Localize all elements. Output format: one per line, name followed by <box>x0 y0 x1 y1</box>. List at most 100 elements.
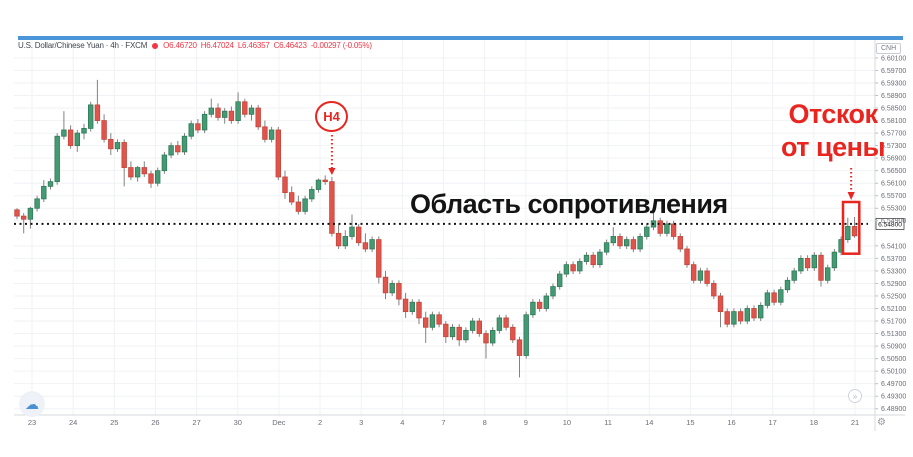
bounce-arrow[interactable] <box>847 168 855 201</box>
candle-up <box>41 185 47 200</box>
price-tick-label: 6.56900 <box>881 156 906 163</box>
time-tick-label: 3 <box>359 418 363 427</box>
price-tick-label: 6.58100 <box>881 118 906 125</box>
candle-up <box>81 128 87 134</box>
candle-up <box>530 301 536 316</box>
price-tick-label: 6.52900 <box>881 281 906 288</box>
candle-up <box>523 314 529 356</box>
bounce-highlight-box[interactable] <box>841 200 861 255</box>
candle-down <box>67 129 74 147</box>
time-tick-label: 21 <box>851 418 859 427</box>
candle-up <box>168 145 174 156</box>
candle-down <box>402 298 409 313</box>
time-tick-label: 10 <box>563 418 571 427</box>
time-tick-label: Dec <box>272 418 286 427</box>
low-value: L6.46357 <box>237 41 270 50</box>
axis-settings-gear-icon[interactable]: ⚙ <box>877 417 886 428</box>
price-tick-label: 6.51300 <box>881 331 906 338</box>
candle-down <box>175 145 181 153</box>
candle-down <box>195 123 201 131</box>
price-axis[interactable]: 6.60100 6.59700 6.59300 6.58900 6.58500 6.581… <box>874 36 906 431</box>
candle-down <box>121 142 127 168</box>
price-tick-label: 6.52500 <box>881 293 906 300</box>
candle-down <box>851 226 858 237</box>
candle-up <box>114 142 121 150</box>
candle-down <box>94 104 101 121</box>
price-tick-label: 6.51700 <box>881 318 906 325</box>
candle-up <box>54 135 60 183</box>
h4-arrow[interactable] <box>328 135 336 175</box>
price-bounce-label[interactable]: Отскок от цены <box>770 98 896 164</box>
candle-down <box>737 311 744 322</box>
tradingview-cloud-logo-icon[interactable]: ☁ <box>19 391 45 417</box>
candle-down <box>570 264 576 272</box>
candle-down <box>476 320 482 334</box>
candle-up <box>811 254 817 269</box>
candle-down <box>670 223 677 237</box>
candle-up <box>798 257 804 272</box>
time-tick-label: 30 <box>234 418 242 427</box>
candle-up <box>74 132 80 147</box>
candle-down <box>101 120 107 140</box>
resistance-line[interactable]: 6.54800 <box>14 218 905 230</box>
candle-down <box>503 317 509 328</box>
candle-up <box>389 283 395 294</box>
ohlc-values: O6.46720 H6.47024 L6.46357 C6.46423 -0.0… <box>163 41 372 50</box>
candle-down <box>510 326 516 341</box>
candle-up <box>154 170 161 184</box>
candle-up <box>563 264 570 275</box>
time-axis[interactable]: 23 24 25 26 27 30 Dec 2 3 4 7 8 9 10 11 14 15 16 17 18 21 <box>14 414 905 427</box>
candle-up <box>731 311 737 325</box>
candle-down <box>617 236 623 247</box>
candle-up <box>349 226 355 237</box>
time-tick-label: 8 <box>483 418 487 427</box>
price-bounce-label-line2: от цены <box>780 132 886 162</box>
go-to-realtime-button[interactable]: » <box>848 389 862 403</box>
time-tick-label: 16 <box>727 418 735 427</box>
time-tick-label: 4 <box>400 418 404 427</box>
candle-down <box>630 239 637 250</box>
symbol-title[interactable]: U.S. Dollar/Chinese Yuan · 4h · FXCM <box>18 41 148 50</box>
price-bounce-label-line1: Отскок <box>788 99 878 129</box>
candle-up <box>831 251 838 269</box>
candle-down <box>141 167 147 175</box>
candle-up <box>778 289 784 303</box>
high-value: H6.47024 <box>200 41 234 50</box>
candle-up <box>644 226 650 237</box>
candle-up <box>550 286 556 297</box>
candle-up <box>188 123 194 137</box>
time-tick-label: 24 <box>69 418 77 427</box>
candle-down <box>590 254 596 266</box>
candle-up <box>624 239 630 247</box>
candle-down <box>228 110 235 121</box>
price-tick-label: 6.53700 <box>881 256 906 263</box>
candle-up <box>610 236 616 244</box>
candle-up <box>181 135 188 153</box>
time-tick-label: 14 <box>645 418 653 427</box>
candle-down <box>771 292 777 303</box>
price-tick-label: 6.53300 <box>881 268 906 275</box>
price-tick-label: 6.58500 <box>881 105 906 112</box>
h4-timeframe-marker[interactable]: H4 <box>315 101 348 132</box>
candle-down <box>536 301 543 309</box>
candle-up <box>583 254 590 262</box>
candle-down <box>335 232 342 247</box>
candle-up <box>268 129 275 140</box>
price-tick-label: 6.57300 <box>881 143 906 150</box>
candle-up <box>496 317 503 331</box>
price-tick-label: 6.59700 <box>881 68 906 75</box>
candle-down <box>717 295 724 313</box>
time-tick-label: 2 <box>318 418 322 427</box>
candle-down <box>108 138 114 150</box>
candle-down <box>751 308 757 319</box>
candle-down <box>362 242 369 250</box>
resistance-area-label[interactable]: Область сопротивления <box>410 188 728 219</box>
candle-up <box>134 167 141 178</box>
candle-down <box>704 270 710 284</box>
time-tick-label: 15 <box>686 418 694 427</box>
candle-down <box>422 317 429 328</box>
candle-down <box>818 254 824 281</box>
price-tick-label: 6.54100 <box>881 243 906 250</box>
candle-down <box>456 326 462 341</box>
